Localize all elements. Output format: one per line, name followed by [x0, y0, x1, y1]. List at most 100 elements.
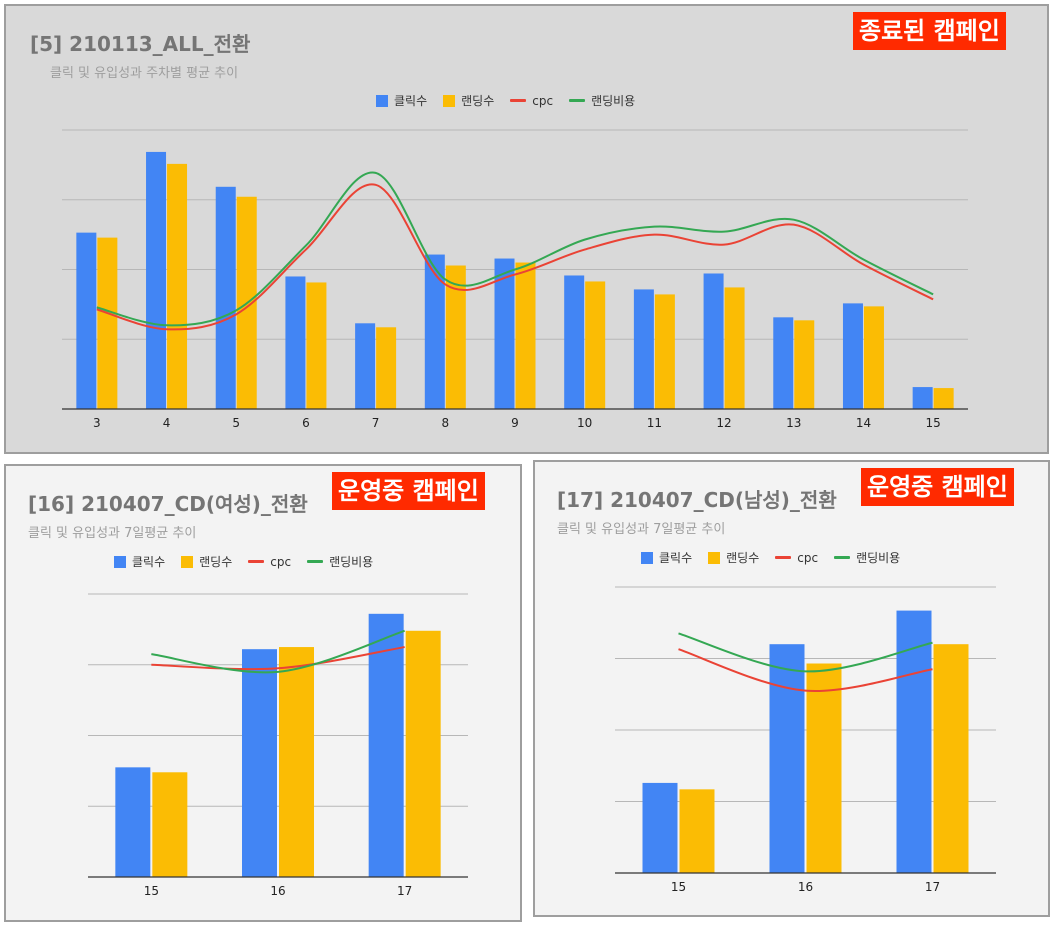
bar-landing: [405, 630, 441, 877]
legend-item-landing-cost: 랜딩비용: [834, 549, 900, 566]
bar-clicks: [494, 258, 515, 409]
bar-landing: [376, 327, 397, 409]
bar-clicks: [215, 186, 236, 409]
legend-label: 랜딩수: [726, 551, 760, 565]
legend-label: 클릭수: [394, 94, 428, 108]
legend-item-landing: 랜딩수: [443, 92, 494, 109]
bar-clicks: [703, 273, 724, 409]
x-tick-label: 17: [925, 880, 940, 894]
legend-swatch-landing: [181, 555, 194, 568]
series-line-cpc: [678, 648, 933, 693]
chart-legend: 클릭수 랜딩수 cpc 랜딩비용: [376, 92, 635, 109]
legend-swatch-landing-cost: [569, 99, 586, 102]
legend-swatch-cpc: [248, 560, 265, 563]
bar-clicks: [769, 644, 805, 873]
x-tick-label: 12: [716, 416, 731, 430]
legend-item-landing-cost: 랜딩비용: [307, 553, 373, 570]
bar-clicks: [368, 613, 404, 877]
bar-landing: [306, 282, 327, 409]
legend-label: 랜딩비용: [856, 551, 901, 565]
bar-landing: [515, 262, 536, 409]
x-tick-label: 8: [441, 416, 449, 430]
bar-landing: [933, 388, 954, 409]
x-tick-label: 10: [577, 416, 592, 430]
legend-label: 랜딩비용: [591, 94, 636, 108]
series-line-cpc: [151, 646, 405, 671]
campaign-status-badge: 종료된 캠페인: [853, 12, 1006, 50]
x-tick-label: 17: [397, 884, 412, 898]
legend-label: cpc: [797, 550, 819, 565]
chart-legend: 클릭수 랜딩수 cpc 랜딩비용: [114, 553, 373, 570]
x-tick-label: 6: [302, 416, 310, 430]
legend-swatch-landing-cost: [307, 560, 324, 563]
series-line-landing-cost: [96, 171, 934, 327]
bar-landing: [794, 320, 815, 409]
legend-item-cpc: cpc: [510, 94, 553, 108]
bar-landing: [445, 265, 466, 409]
bar-landing: [724, 287, 745, 409]
legend-label: cpc: [270, 554, 292, 569]
plot-area: 15 16 17: [615, 586, 996, 894]
bar-clicks: [146, 151, 167, 409]
series-line-landing-cost: [151, 629, 405, 674]
legend-swatch-clicks: [114, 555, 126, 568]
legend-swatch-landing: [708, 551, 721, 564]
bar-landing: [152, 772, 188, 877]
bar-landing: [863, 306, 884, 409]
bar-clicks: [424, 254, 445, 409]
legend-swatch-landing: [443, 94, 456, 107]
bar-clicks: [642, 782, 678, 873]
legend-label: 클릭수: [659, 551, 693, 565]
legend-item-clicks: 클릭수: [114, 553, 165, 570]
chart-subtitle: 클릭 및 유입성과 7일평균 추이: [557, 522, 726, 537]
bar-landing: [679, 789, 715, 873]
bar-clicks: [896, 610, 932, 873]
x-tick-label: 5: [232, 416, 240, 430]
x-tick-label: 11: [647, 416, 662, 430]
bar-clicks: [912, 387, 933, 409]
legend-label: 랜딩수: [199, 555, 233, 569]
legend-swatch-cpc: [775, 556, 792, 559]
x-tick-label: 15: [144, 884, 159, 898]
legend-label: 랜딩수: [461, 94, 495, 108]
bar-landing: [585, 281, 606, 409]
legend-label: 클릭수: [132, 555, 166, 569]
bar-landing: [167, 163, 188, 409]
legend-item-cpc: cpc: [775, 551, 818, 565]
legend-item-cpc: cpc: [248, 555, 291, 569]
series-line-landing-cost: [678, 632, 933, 673]
chart-subtitle: 클릭 및 유입성과 주차별 평균 추이: [50, 66, 239, 81]
legend-swatch-clicks: [376, 94, 388, 107]
bar-landing: [279, 647, 314, 877]
bar-clicks: [242, 649, 277, 877]
bar-clicks: [76, 232, 97, 409]
campaign-status-badge: 운영중 캠페인: [861, 468, 1014, 506]
legend-item-clicks: 클릭수: [376, 92, 427, 109]
chart-title: [5] 210113_ALL_전환: [30, 32, 251, 56]
chart-legend: 클릭수 랜딩수 cpc 랜딩비용: [641, 549, 900, 566]
bar-landing: [933, 644, 969, 873]
x-tick-label: 15: [926, 416, 941, 430]
legend-item-clicks: 클릭수: [641, 549, 692, 566]
x-tick-label: 7: [372, 416, 380, 430]
legend-label: cpc: [532, 93, 554, 108]
plot-area: 3 4 5 6 7 8 9 10 11 12 13 14 15: [62, 129, 968, 430]
x-tick-label: 15: [671, 880, 686, 894]
campaign-status-badge: 운영중 캠페인: [332, 472, 485, 510]
legend-label: 랜딩비용: [329, 555, 374, 569]
legend-item-landing: 랜딩수: [708, 549, 759, 566]
legend-swatch-clicks: [641, 551, 653, 564]
series-line-cpc: [96, 183, 934, 331]
bar-clicks: [355, 323, 376, 409]
x-tick-label: 13: [786, 416, 801, 430]
chart-title: [16] 210407_CD(여성)_전환: [28, 492, 308, 516]
bar-clicks: [115, 767, 151, 877]
x-tick-label: 16: [798, 880, 813, 894]
plot-area: 15 16 17: [88, 593, 468, 898]
legend-item-landing-cost: 랜딩비용: [569, 92, 635, 109]
x-tick-label: 9: [511, 416, 519, 430]
bar-landing: [654, 294, 675, 409]
chart-panel-1: [5] 210113_ALL_전환 클릭 및 유입성과 주차별 평균 추이 종료…: [4, 4, 1049, 454]
x-tick-label: 3: [93, 416, 101, 430]
bar-clicks: [285, 276, 306, 409]
